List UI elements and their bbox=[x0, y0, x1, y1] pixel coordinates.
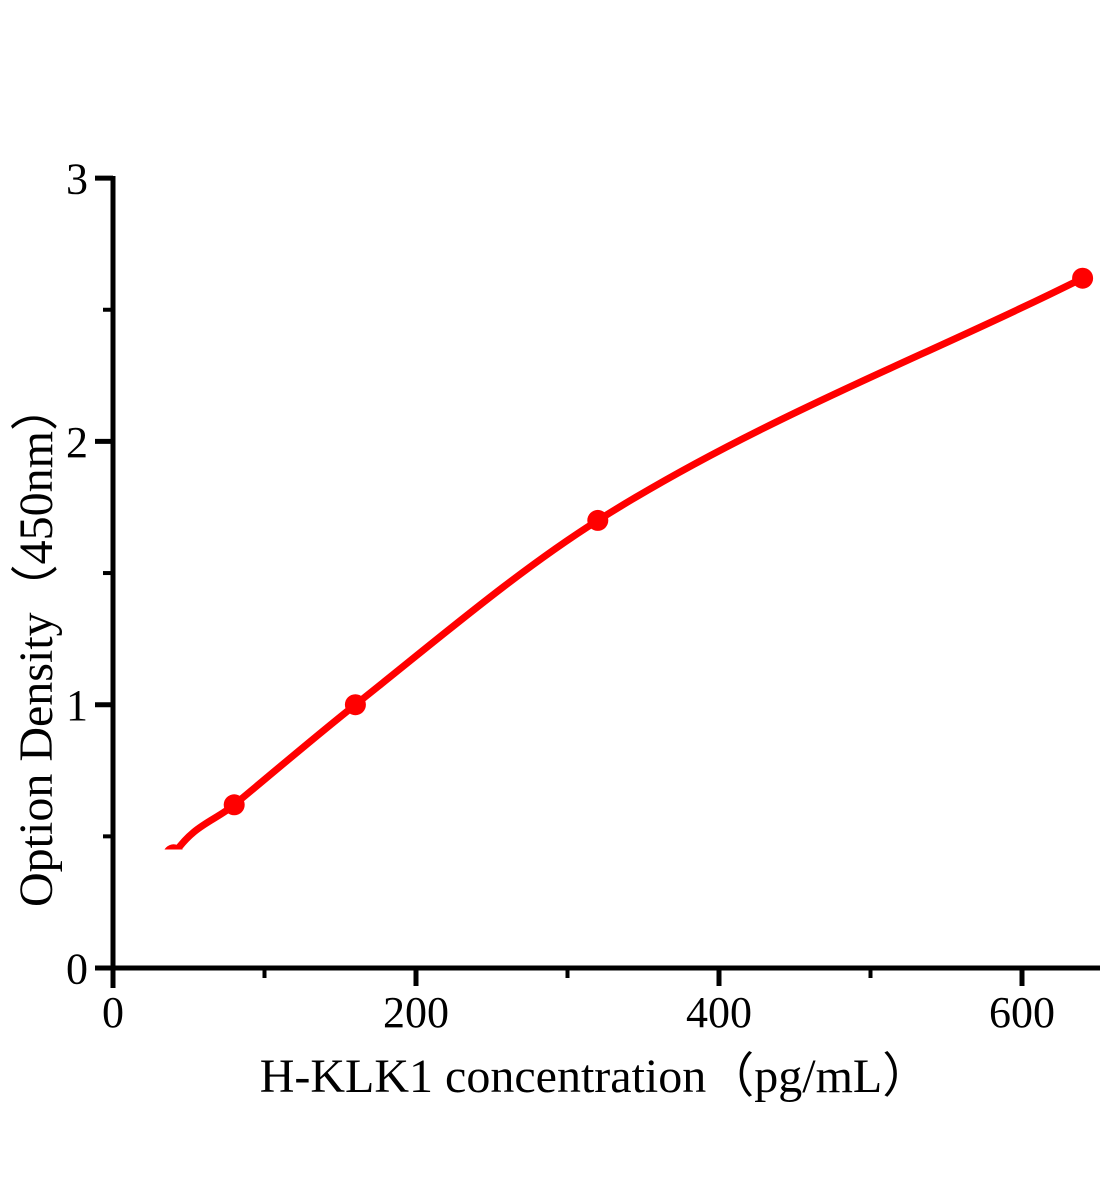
data-point bbox=[587, 509, 609, 531]
y-axis-tick-label: 3 bbox=[66, 155, 88, 204]
data-point bbox=[1072, 267, 1094, 289]
y-axis-tick-label: 1 bbox=[66, 681, 88, 730]
axes bbox=[95, 176, 1100, 988]
fit-curve-line bbox=[173, 274, 1087, 850]
axis-tick-labels: 0 200 400 600 0 1 2 3 bbox=[66, 155, 1055, 1038]
x-axis-title: H-KLK1 concentration（pg/mL） bbox=[260, 1050, 931, 1103]
x-axis-tick-label: 0 bbox=[102, 988, 124, 1037]
x-axis-tick-label: 200 bbox=[383, 988, 449, 1037]
y-axis-tick-label: 2 bbox=[66, 418, 88, 467]
data-series bbox=[118, 267, 1094, 947]
data-point bbox=[223, 794, 245, 816]
data-point bbox=[164, 844, 183, 850]
x-axis-tick-label: 600 bbox=[989, 988, 1055, 1037]
y-axis-tick-label: 0 bbox=[66, 944, 88, 993]
data-point bbox=[118, 926, 139, 947]
data-point bbox=[133, 910, 154, 931]
y-axis-title: Option Density（450nm） bbox=[10, 383, 63, 907]
x-axis-tick-label: 400 bbox=[686, 988, 752, 1037]
axis-ticks bbox=[95, 175, 1025, 986]
data-point bbox=[344, 694, 366, 716]
